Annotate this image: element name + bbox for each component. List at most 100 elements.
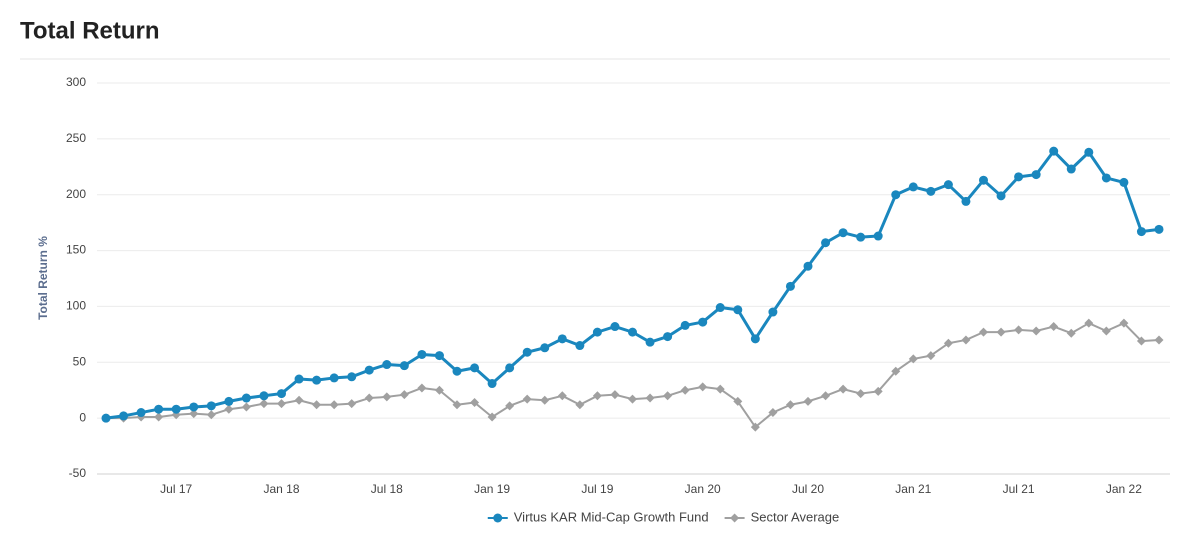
data-point <box>347 372 357 382</box>
data-point <box>206 410 216 420</box>
data-point <box>750 334 760 344</box>
data-point <box>926 351 936 361</box>
data-point <box>347 399 357 409</box>
y-tick-label: 250 <box>66 131 86 145</box>
data-point <box>908 182 918 192</box>
data-point <box>382 360 392 370</box>
data-point <box>1119 177 1129 187</box>
data-point <box>540 395 550 405</box>
data-point <box>119 411 129 421</box>
data-point <box>206 401 216 411</box>
data-point <box>996 191 1006 201</box>
data-point <box>417 383 427 393</box>
data-point <box>329 373 339 383</box>
legend-item: Virtus KAR Mid-Cap Growth Fund <box>487 509 709 524</box>
data-point <box>417 349 427 359</box>
data-point <box>399 390 409 400</box>
y-tick-label: -50 <box>69 466 87 480</box>
data-point <box>1066 328 1076 338</box>
data-point <box>803 261 813 271</box>
data-point <box>750 422 760 432</box>
data-point <box>1049 146 1059 156</box>
data-point <box>277 399 286 409</box>
data-point <box>101 413 111 423</box>
data-point <box>399 361 409 371</box>
series <box>101 146 1164 423</box>
data-point <box>592 391 602 401</box>
data-point <box>1084 318 1094 328</box>
data-point <box>241 393 251 403</box>
x-tick-label: Jul 19 <box>581 482 613 496</box>
data-point <box>645 337 655 347</box>
data-point <box>294 395 304 405</box>
data-point <box>505 363 515 373</box>
data-point <box>434 351 444 361</box>
data-point <box>838 228 848 238</box>
data-point <box>487 379 497 389</box>
data-point <box>557 391 567 401</box>
series-line <box>106 322 1160 429</box>
data-point <box>1049 322 1059 332</box>
data-point <box>1066 164 1076 174</box>
data-point <box>979 327 988 337</box>
data-point <box>1031 326 1041 336</box>
data-point <box>730 513 740 523</box>
data-point <box>698 382 708 392</box>
data-point <box>733 305 743 315</box>
x-tick-label: Jul 21 <box>1003 482 1035 496</box>
y-tick-label: 100 <box>66 299 86 313</box>
x-tick-label: Jan 20 <box>685 482 721 496</box>
chart-title: Total Return <box>20 17 160 44</box>
data-point <box>259 399 269 409</box>
data-point <box>856 389 866 399</box>
data-point <box>434 385 444 395</box>
legend: Virtus KAR Mid-Cap Growth Fund Sector Ave… <box>487 509 839 524</box>
data-point <box>241 402 251 412</box>
data-point <box>891 190 901 200</box>
x-tick-label: Jan 18 <box>263 482 299 496</box>
y-tick-label: 300 <box>66 75 86 89</box>
data-point <box>996 327 1006 337</box>
x-tick-label: Jul 20 <box>792 482 824 496</box>
data-point <box>364 393 374 403</box>
data-point <box>768 307 778 317</box>
data-point <box>522 394 532 404</box>
data-point <box>856 232 866 242</box>
data-point <box>575 400 585 410</box>
x-tick-label: Jul 18 <box>371 482 403 496</box>
data-point <box>224 404 234 414</box>
data-point <box>452 400 462 410</box>
y-tick-label: 150 <box>66 243 86 257</box>
x-tick-label: Jan 22 <box>1106 482 1142 496</box>
data-point <box>294 374 304 384</box>
data-point <box>1101 326 1111 336</box>
data-point <box>785 281 795 291</box>
data-point <box>189 409 199 419</box>
data-point <box>470 398 480 408</box>
data-point <box>1014 172 1024 182</box>
x-tick-label: Jul 17 <box>160 482 192 496</box>
data-point <box>1084 147 1094 157</box>
data-point <box>645 393 655 403</box>
data-point <box>715 303 725 313</box>
data-point <box>926 186 936 196</box>
data-point <box>540 343 550 353</box>
data-point <box>628 394 637 404</box>
data-point <box>891 366 901 376</box>
data-point <box>1136 336 1146 346</box>
data-point <box>382 392 392 402</box>
y-tick-label: 50 <box>73 354 87 368</box>
data-point <box>821 391 831 401</box>
data-point <box>470 363 480 373</box>
data-point <box>171 404 181 414</box>
data-point <box>838 384 848 394</box>
data-point <box>943 338 953 348</box>
data-point <box>592 327 602 337</box>
data-point <box>1136 227 1146 237</box>
data-point <box>1154 335 1164 345</box>
data-point <box>610 390 620 400</box>
data-point <box>505 401 515 411</box>
data-point <box>259 391 269 401</box>
data-point <box>1101 173 1111 183</box>
